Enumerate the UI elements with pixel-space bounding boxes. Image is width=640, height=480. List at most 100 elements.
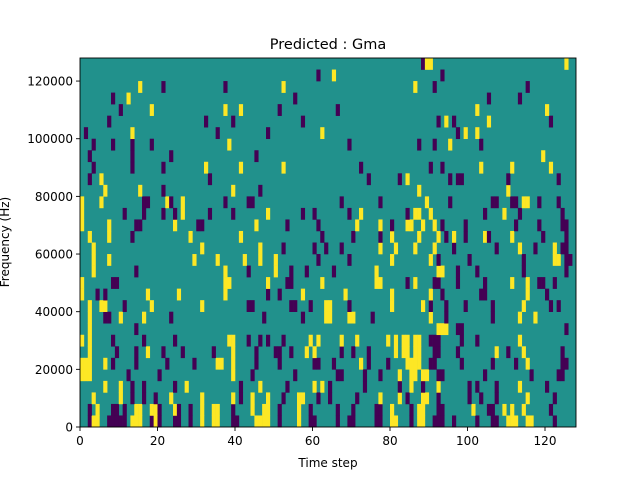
heatmap-cell xyxy=(118,380,123,393)
heatmap-cell xyxy=(424,369,430,382)
heatmap-cell xyxy=(475,127,480,140)
heatmap-cell xyxy=(138,403,143,416)
heatmap-cell xyxy=(149,415,154,428)
heatmap-cell xyxy=(463,127,468,140)
heatmap-cell xyxy=(517,311,523,324)
heatmap-cell xyxy=(87,323,92,336)
heatmap-cell xyxy=(277,288,282,301)
heatmap-cell xyxy=(548,115,554,128)
heatmap-cell xyxy=(87,403,92,416)
heatmap-cell xyxy=(444,230,449,243)
heatmap-cell xyxy=(328,380,333,393)
heatmap-cell xyxy=(374,265,379,278)
heatmap-cell xyxy=(238,380,244,393)
heatmap-cell xyxy=(405,357,410,370)
heatmap-cell xyxy=(444,311,449,324)
heatmap-cell xyxy=(428,311,433,324)
heatmap-cell xyxy=(80,288,85,301)
heatmap-cell xyxy=(173,403,178,416)
heatmap-cell xyxy=(564,323,569,336)
heatmap-cell xyxy=(254,357,259,370)
heatmap-cell xyxy=(452,242,457,255)
heatmap-cell xyxy=(130,150,135,163)
heatmap-cell xyxy=(87,357,92,370)
heatmap-cell xyxy=(494,346,499,359)
heatmap-cell xyxy=(533,311,538,324)
heatmap-cell xyxy=(262,403,267,416)
heatmap-cell xyxy=(378,196,383,209)
heatmap-cell xyxy=(215,415,220,428)
heatmap-cell xyxy=(107,415,112,428)
heatmap-cell xyxy=(281,242,286,255)
heatmap-cell xyxy=(80,277,85,289)
heatmap-cell xyxy=(161,346,166,359)
heatmap-cell xyxy=(231,115,236,128)
heatmap-cell xyxy=(300,207,306,220)
heatmap-cell xyxy=(421,300,426,312)
heatmap-cell xyxy=(386,334,391,347)
heatmap-cell xyxy=(316,219,321,232)
heatmap-cell xyxy=(324,311,329,324)
heatmap-cell xyxy=(417,334,422,347)
y-axis-label: Frequency (Hz) xyxy=(0,197,12,288)
heatmap-cell xyxy=(331,69,337,82)
heatmap-cell xyxy=(87,346,92,359)
heatmap-cell xyxy=(281,81,286,93)
heatmap-cell xyxy=(351,346,356,359)
heatmap-cell xyxy=(378,392,383,405)
heatmap-cell xyxy=(223,104,228,116)
heatmap-cell xyxy=(378,219,383,232)
heatmap-cell xyxy=(114,403,120,416)
heatmap-cell xyxy=(502,207,507,220)
heatmap-cell xyxy=(467,392,472,405)
heatmap-cell xyxy=(347,311,352,324)
heatmap-cell xyxy=(564,265,569,278)
heatmap-cell xyxy=(560,242,565,255)
heatmap-cell xyxy=(432,81,437,93)
heatmap-cell xyxy=(397,173,402,186)
heatmap-cells xyxy=(80,58,576,428)
y-tick-label: 120000 xyxy=(27,75,73,89)
heatmap-cell xyxy=(114,415,120,428)
heatmap-cell xyxy=(537,219,542,232)
heatmap-cell xyxy=(552,242,557,255)
heatmap-cell xyxy=(258,380,263,393)
heatmap-cell xyxy=(483,230,488,243)
heatmap-cell xyxy=(529,415,534,428)
heatmap-cell xyxy=(556,369,561,382)
heatmap-cell xyxy=(312,357,317,370)
y-tick-label: 100000 xyxy=(27,132,73,146)
heatmap-cell xyxy=(312,380,317,393)
heatmap-cell xyxy=(273,346,278,359)
heatmap-cell xyxy=(103,311,108,324)
heatmap-cell xyxy=(432,357,437,370)
heatmap-cell xyxy=(359,357,364,370)
heatmap-cell xyxy=(413,369,418,382)
heatmap-cell xyxy=(510,196,515,209)
heatmap-cell xyxy=(328,300,333,312)
heatmap-cell xyxy=(312,346,317,359)
heatmap-cell xyxy=(490,357,495,370)
heatmap-cell xyxy=(428,357,433,370)
heatmap-cell xyxy=(165,196,170,209)
heatmap-cell xyxy=(366,173,371,186)
heatmap-cell xyxy=(436,415,441,428)
heatmap-cell xyxy=(393,334,399,347)
heatmap-cell xyxy=(103,184,108,197)
heatmap-cell xyxy=(432,334,437,347)
heatmap-cell xyxy=(448,173,453,186)
heatmap-cell xyxy=(277,104,282,116)
heatmap-cell xyxy=(289,277,294,289)
heatmap-cell xyxy=(428,58,433,70)
heatmap-cell xyxy=(351,230,356,243)
heatmap-cell xyxy=(134,415,139,428)
x-axis-label: Time step xyxy=(297,456,357,470)
heatmap-cell xyxy=(417,207,422,220)
heatmap-cell xyxy=(130,392,135,405)
heatmap-cell xyxy=(560,207,565,220)
heatmap-cell xyxy=(548,403,554,416)
heatmap-cell xyxy=(494,415,499,428)
heatmap-cell xyxy=(525,81,530,93)
heatmap-cell xyxy=(134,323,139,336)
